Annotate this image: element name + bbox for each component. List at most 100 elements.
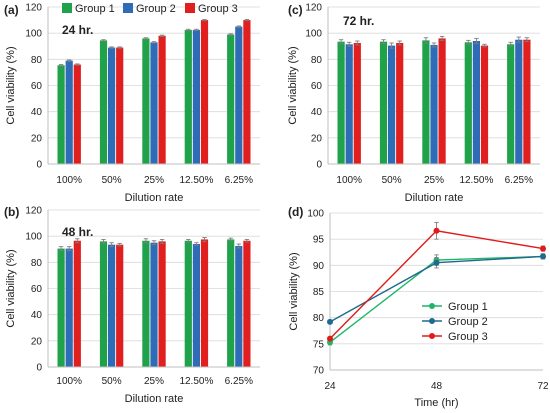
bar-group-1 <box>227 239 235 367</box>
bar-group-1 <box>57 65 65 164</box>
x-tick-label: 50% <box>102 376 122 387</box>
legend-label: Group 1 <box>448 301 488 313</box>
x-axis-title: Dilution rate <box>405 192 464 204</box>
legend-marker <box>429 303 435 309</box>
y-tick-label: 95 <box>313 235 325 246</box>
bar-group-2 <box>192 244 200 367</box>
x-axis-title: Dilution rate <box>125 393 184 405</box>
bar-group-3 <box>200 239 209 367</box>
bar-group-3 <box>523 39 531 165</box>
bar-group-3 <box>243 20 251 165</box>
bar-group-3 <box>116 47 124 164</box>
y-tick-label: 70 <box>313 366 325 377</box>
bar-group-2 <box>150 42 158 165</box>
x-tick-label: 12.50% <box>179 376 213 387</box>
x-tick-label: 100% <box>56 376 82 387</box>
y-tick-label: 120 <box>305 3 322 14</box>
x-axis-title: Time (hr) <box>414 397 458 409</box>
data-point <box>327 335 333 342</box>
y-tick-label: 75 <box>313 339 325 350</box>
legend-label: Group 1 <box>75 3 115 15</box>
bar-group-3 <box>396 42 404 164</box>
y-tick-label: 60 <box>311 81 323 92</box>
y-tick-label: 0 <box>36 160 42 171</box>
bar-group-2 <box>388 45 396 164</box>
y-tick-label: 90 <box>313 261 325 272</box>
y-tick-label: 0 <box>36 363 42 374</box>
bar-group-2 <box>108 47 116 164</box>
x-tick-label: 6.25% <box>225 175 253 186</box>
y-tick-label: 80 <box>31 55 43 66</box>
bar-group-1 <box>227 34 235 164</box>
legend-marker <box>429 333 435 339</box>
bar-group-1 <box>57 248 65 367</box>
y-tick-label: 85 <box>313 287 325 298</box>
x-tick-label: 25% <box>424 175 444 186</box>
time-annotation: 24 hr. <box>62 23 93 37</box>
legend-swatch <box>123 3 133 13</box>
legend-marker <box>429 318 435 324</box>
y-tick-label: 40 <box>31 310 43 321</box>
bar-group-2 <box>235 245 243 367</box>
series-line-group-3 <box>329 230 544 340</box>
data-point <box>433 227 440 234</box>
y-tick-label: 20 <box>31 133 43 144</box>
data-point <box>540 245 546 252</box>
y-axis-title: Cell viability (%) <box>287 46 299 124</box>
bar-group-2 <box>65 248 73 367</box>
y-tick-label: 100 <box>307 209 324 220</box>
bar-group-3 <box>243 240 251 367</box>
x-tick-label: 100% <box>336 175 362 186</box>
bar-group-1 <box>99 40 108 164</box>
x-axis-title: Dilution rate <box>125 192 184 204</box>
bar-group-3 <box>438 38 446 164</box>
y-tick-label: 0 <box>316 160 322 171</box>
x-tick-label: 25% <box>144 376 164 387</box>
bar-group-2 <box>345 44 353 164</box>
bar-group-3 <box>73 240 81 367</box>
x-tick-label: 12.50% <box>459 175 493 186</box>
data-point <box>433 259 440 266</box>
bar-group-1 <box>184 240 192 367</box>
y-tick-label: 40 <box>311 107 323 118</box>
y-tick-label: 120 <box>25 3 42 14</box>
data-point <box>540 253 546 260</box>
bar-group-1 <box>422 40 430 164</box>
bar-group-1 <box>379 41 388 164</box>
y-tick-label: 100 <box>25 232 42 243</box>
x-tick-label: 24 <box>324 381 336 392</box>
bar-group-3 <box>158 35 166 165</box>
y-tick-label: 80 <box>313 313 325 324</box>
bar-group-3 <box>73 64 81 164</box>
x-tick-label: 12.50% <box>179 175 213 186</box>
x-tick-label: 25% <box>144 175 164 186</box>
bar-group-2 <box>515 39 523 165</box>
bar-group-1 <box>507 44 515 164</box>
x-tick-label: 6.25% <box>505 175 533 186</box>
bar-group-2 <box>472 41 480 165</box>
bar-group-3 <box>200 20 209 165</box>
bar-group-2 <box>430 44 438 164</box>
panel-label: (c) <box>288 3 303 17</box>
legend-label: Group 3 <box>198 3 238 15</box>
bar-group-3 <box>116 244 124 367</box>
y-axis-title: Cell viability (%) <box>288 252 300 330</box>
x-tick-label: 72 <box>537 381 549 392</box>
y-tick-label: 100 <box>305 29 322 40</box>
bar-group-2 <box>108 244 116 367</box>
bar-group-1 <box>337 41 345 164</box>
bar-group-2 <box>150 242 158 367</box>
bar-group-2 <box>192 29 200 165</box>
panel-label: (d) <box>288 205 303 219</box>
x-tick-label: 50% <box>382 175 402 186</box>
legend-label: Group 3 <box>448 331 488 343</box>
legend-label: Group 2 <box>448 316 488 328</box>
legend-swatch <box>62 3 72 13</box>
y-tick-label: 60 <box>31 81 43 92</box>
y-axis-title: Cell viability (%) <box>5 249 17 327</box>
time-annotation: 48 hr. <box>62 225 93 239</box>
bar-group-3 <box>480 45 489 164</box>
data-point <box>327 318 333 325</box>
bar-group-1 <box>184 29 192 165</box>
